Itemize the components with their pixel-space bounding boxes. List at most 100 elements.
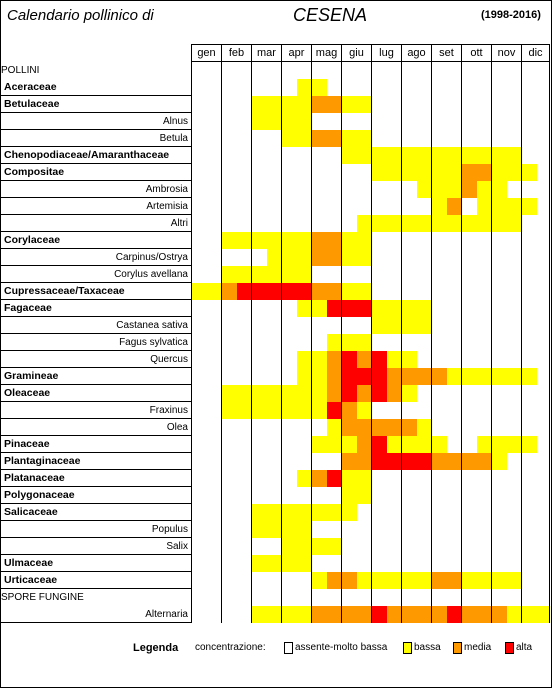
concentration-cell: [537, 538, 550, 555]
concentration-cell: [447, 538, 462, 555]
month-divider: [191, 368, 192, 385]
concentration-cell: [417, 181, 432, 198]
month-divider: [491, 232, 492, 249]
concentration-cell: [297, 79, 312, 96]
concentration-cell: [267, 130, 282, 147]
concentration-cell: [387, 589, 402, 606]
month-divider: [191, 283, 192, 300]
month-divider: [311, 198, 312, 215]
concentration-cell: [207, 504, 222, 521]
month-divider: [341, 96, 342, 113]
concentration-cell: [492, 368, 507, 385]
month-divider: [521, 334, 522, 351]
concentration-cell: [387, 453, 402, 470]
concentration-cell: [357, 215, 372, 232]
month-divider: [191, 232, 192, 249]
concentration-cell: [357, 96, 372, 113]
month-divider: [311, 453, 312, 470]
concentration-cell: [387, 385, 402, 402]
concentration-cell: [252, 96, 267, 113]
concentration-cell: [192, 79, 207, 96]
concentration-cell: [537, 147, 550, 164]
concentration-cell: [462, 266, 477, 283]
concentration-cell: [327, 504, 342, 521]
concentration-cell: [312, 164, 327, 181]
concentration-cell: [282, 130, 297, 147]
concentration-cell: [222, 555, 237, 572]
month-divider: [311, 589, 312, 606]
concentration-cell: [522, 351, 537, 368]
concentration-cell: [447, 572, 462, 589]
legend-swatch-0: [284, 642, 293, 654]
concentration-cell: [477, 385, 492, 402]
month-divider: [491, 368, 492, 385]
month-divider: [401, 164, 402, 181]
month-divider: [341, 589, 342, 606]
month-divider: [371, 300, 372, 317]
month-divider: [521, 198, 522, 215]
month-divider: [401, 300, 402, 317]
month-divider: [341, 351, 342, 368]
month-divider: [461, 181, 462, 198]
concentration-cell: [357, 164, 372, 181]
month-divider: [549, 164, 550, 181]
concentration-cell: [462, 283, 477, 300]
concentration-cell: [432, 555, 447, 572]
concentration-cell: [372, 113, 387, 130]
month-divider: [251, 521, 252, 538]
concentration-cell: [357, 487, 372, 504]
concentration-cell: [342, 181, 357, 198]
concentration-cell: [267, 147, 282, 164]
concentration-cell: [507, 368, 522, 385]
concentration-cell: [507, 164, 522, 181]
month-divider: [311, 368, 312, 385]
concentration-cell: [537, 606, 550, 623]
concentration-cell: [327, 606, 342, 623]
concentration-cell: [477, 436, 492, 453]
month-divider: [251, 351, 252, 368]
month-divider: [371, 147, 372, 164]
concentration-cell: [402, 181, 417, 198]
concentration-cell: [432, 62, 447, 79]
concentration-cell: [222, 283, 237, 300]
concentration-cell: [537, 334, 550, 351]
month-divider: [401, 419, 402, 436]
month-divider: [521, 385, 522, 402]
concentration-cell: [402, 96, 417, 113]
concentration-cell: [282, 538, 297, 555]
family-label: Cupressaceae/Taxaceae: [4, 285, 125, 297]
concentration-cell: [297, 555, 312, 572]
month-divider: [221, 453, 222, 470]
month-divider: [221, 606, 222, 623]
concentration-cell: [522, 504, 537, 521]
month-divider: [549, 181, 550, 198]
month-divider: [311, 436, 312, 453]
month-divider: [401, 215, 402, 232]
concentration-cell: [417, 453, 432, 470]
concentration-cell: [507, 79, 522, 96]
month-divider: [491, 351, 492, 368]
concentration-cell: [342, 334, 357, 351]
month-divider: [521, 351, 522, 368]
concentration-cell: [297, 283, 312, 300]
month-divider: [491, 317, 492, 334]
month-divider: [461, 249, 462, 266]
concentration-cell: [357, 538, 372, 555]
month-divider: [521, 470, 522, 487]
month-divider: [281, 351, 282, 368]
concentration-cell: [537, 266, 550, 283]
month-divider: [461, 453, 462, 470]
month-divider: [431, 436, 432, 453]
concentration-cell: [297, 453, 312, 470]
month-divider: [251, 538, 252, 555]
month-divider: [401, 572, 402, 589]
concentration-cell: [297, 334, 312, 351]
concentration-cell: [402, 283, 417, 300]
concentration-cell: [282, 504, 297, 521]
concentration-cell: [522, 487, 537, 504]
concentration-cell: [477, 572, 492, 589]
month-divider: [311, 606, 312, 623]
month-divider: [401, 147, 402, 164]
concentration-cell: [267, 300, 282, 317]
concentration-cell: [432, 504, 447, 521]
